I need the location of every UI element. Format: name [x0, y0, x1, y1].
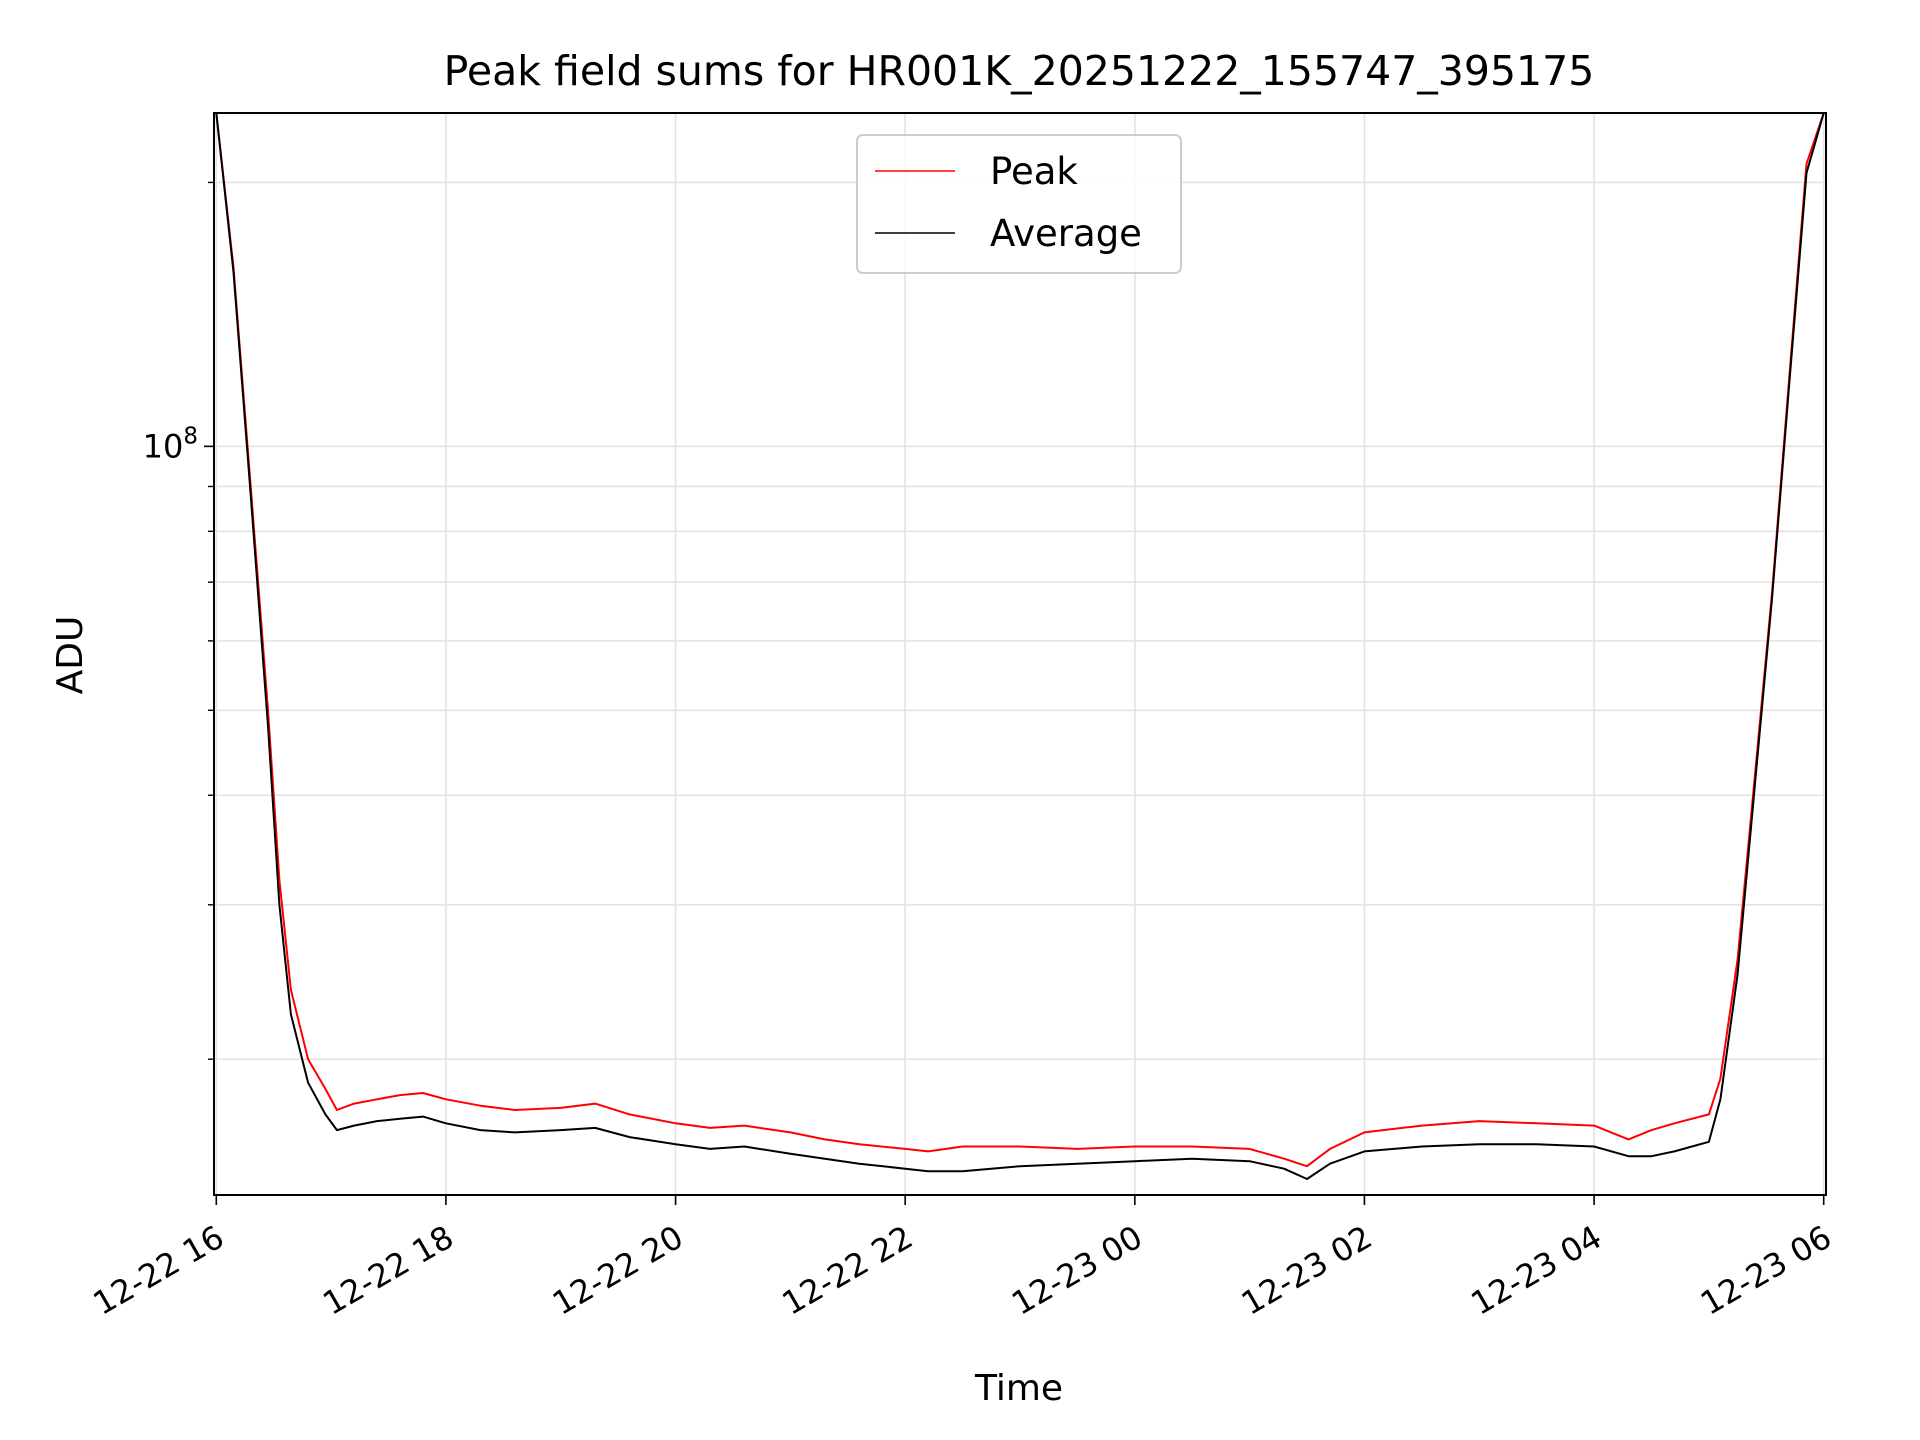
x-axis-label: Time — [974, 1368, 1063, 1409]
y-axis-label: ADU — [50, 616, 91, 695]
legend-label-average: Average — [990, 212, 1142, 255]
legend-box — [856, 134, 1182, 274]
plot-area — [215, 113, 1825, 1180]
series-line-peak — [215, 113, 1825, 1168]
axes-frame — [213, 112, 1827, 1196]
chart-title: Peak field sums for HR001K_20251222_1557… — [444, 47, 1595, 95]
legend-label-peak: Peak — [990, 150, 1078, 193]
grid — [214, 113, 1826, 1195]
y-tick-base: 10 — [143, 427, 184, 465]
series-line-average — [215, 113, 1825, 1180]
y-tick-exponent: 8 — [183, 423, 198, 449]
legend: Peak Average — [856, 134, 1182, 274]
y-tick-label: 108 — [143, 423, 198, 465]
